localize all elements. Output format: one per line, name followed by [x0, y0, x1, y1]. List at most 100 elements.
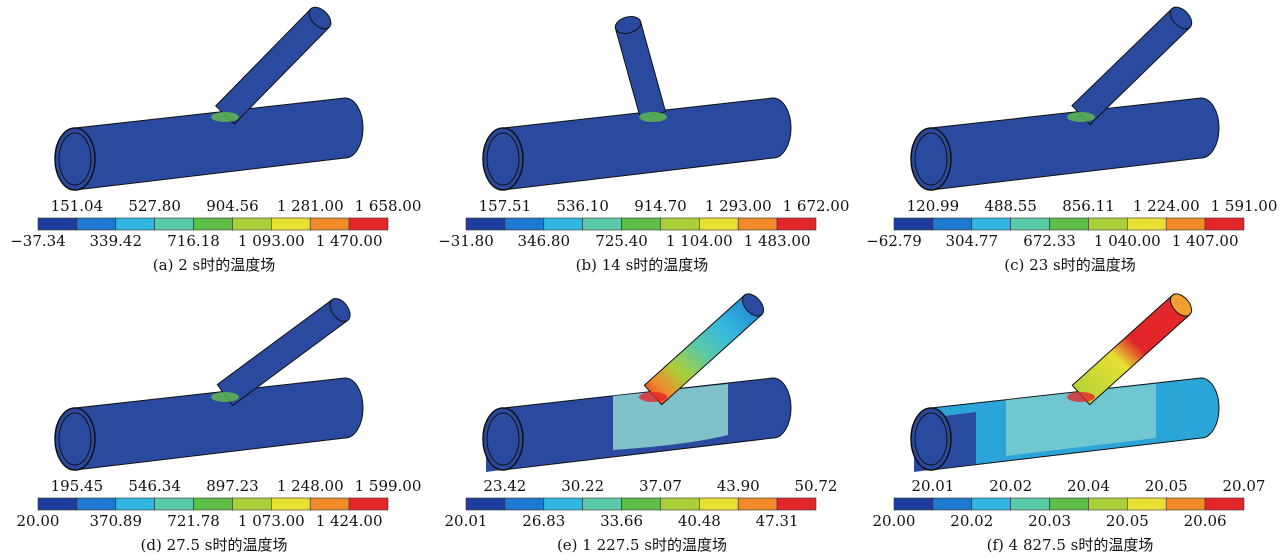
legend-bottom-label: 1 407.00 [1172, 232, 1239, 250]
legend-bottom-label: 20.05 [1106, 512, 1149, 530]
legend-top-label: 1 658.00 [355, 197, 422, 215]
colorbar-segment [155, 498, 194, 510]
legend-bottom-label: 1 104.00 [666, 232, 733, 250]
colorbar-segment [232, 498, 271, 510]
legend-top-label: 195.45 [51, 477, 104, 495]
colorbar-segment [544, 498, 583, 510]
weld [211, 392, 239, 402]
legend-bottom-label: 20.06 [1184, 512, 1227, 530]
legend-top-label: 20.05 [1145, 477, 1188, 495]
legend-bottom-label: 20.00 [873, 512, 916, 530]
legend-top-label: 488.55 [984, 197, 1036, 215]
pipe-end [483, 128, 523, 190]
legend-bottom-label: 721.78 [167, 512, 220, 530]
legend-top-label: 1 591.00 [1211, 197, 1278, 215]
colorbar-segment [622, 498, 661, 510]
caption: (f) 4 827.5 s时的温度场 [987, 536, 1154, 553]
legend-bottom-label: 1 073.00 [238, 512, 305, 530]
colorbar-segment [194, 498, 233, 510]
caption: (d) 27.5 s时的温度场 [141, 536, 288, 553]
colorbar-segment [194, 218, 233, 230]
colorbar-segment [466, 498, 505, 510]
legend-top-label: 30.22 [561, 477, 604, 495]
legend-top-label: 37.07 [639, 477, 682, 495]
colorbar-segment [116, 498, 155, 510]
main-pipe [55, 98, 363, 190]
legend-top-label: 20.01 [911, 477, 954, 495]
colorbar-segment [1088, 498, 1127, 510]
legend-top-label: 1 281.00 [277, 197, 344, 215]
colorbar-segment [1050, 498, 1089, 510]
colorbar-segment [544, 218, 583, 230]
legend-bottom-label: 346.80 [518, 232, 571, 250]
legend-bottom-label: 47.31 [756, 512, 799, 530]
colorbar-segment [622, 218, 661, 230]
colorbar-segment [505, 218, 544, 230]
legend-top-label: 904.56 [206, 197, 259, 215]
legend-top-label: 527.80 [128, 197, 181, 215]
legend-top-label: 1 599.00 [355, 477, 422, 495]
main-pipe [483, 98, 791, 190]
colorbar-segment [349, 218, 388, 230]
main-pipe [911, 98, 1219, 190]
legend-top-label: 856.11 [1062, 197, 1115, 215]
legend-top-label: 1 293.00 [705, 197, 772, 215]
colorbar-segment [1166, 498, 1205, 510]
legend-top-label: 43.90 [717, 477, 760, 495]
weld [639, 392, 667, 402]
legend-bottom-label: 1 470.00 [316, 232, 383, 250]
colorbar-segment [38, 498, 77, 510]
legend-top-label: 120.99 [907, 197, 960, 215]
colorbar-segment [1050, 218, 1089, 230]
pipe-end [911, 128, 951, 190]
legend-top-label: 157.51 [479, 197, 532, 215]
colorbar-segment [466, 218, 505, 230]
legend-bottom-label: 26.83 [522, 512, 565, 530]
colorbar-segment [271, 218, 310, 230]
legend-bottom-label: 20.02 [950, 512, 993, 530]
colorbar-segment [505, 498, 544, 510]
colorbar-segment [972, 218, 1011, 230]
pipe-end [55, 408, 95, 470]
colorbar-segment [777, 218, 816, 230]
legend-bottom-label: −62.79 [866, 232, 922, 250]
pipe-end [55, 128, 95, 190]
legend-top-label: 151.04 [51, 197, 104, 215]
colorbar-segment [1088, 218, 1127, 230]
colorbar-segment [738, 218, 777, 230]
colorbar-segment [933, 498, 972, 510]
legend-top-label: 1 248.00 [277, 477, 344, 495]
caption: (a) 2 s时的温度场 [153, 256, 275, 274]
colorbar-segment [972, 498, 1011, 510]
colorbar-segment [1011, 218, 1050, 230]
legend-bottom-label: 339.42 [90, 232, 143, 250]
colorbar-segment [1011, 498, 1050, 510]
colorbar-segment [933, 218, 972, 230]
legend-top-label: 1 672.00 [783, 197, 850, 215]
legend-top-label: 23.42 [483, 477, 526, 495]
colorbar-segment [232, 218, 271, 230]
colorbar-segment [77, 498, 116, 510]
legend-top-label: 20.04 [1067, 477, 1110, 495]
colorbar-segment [583, 218, 622, 230]
legend-bottom-label: 304.77 [946, 232, 999, 250]
main-pipe [55, 378, 363, 470]
legend-bottom-label: −31.80 [438, 232, 494, 250]
colorbar-segment [116, 218, 155, 230]
legend-top-label: 546.34 [128, 477, 181, 495]
colorbar-segment [310, 498, 349, 510]
pipe-end [483, 408, 523, 470]
legend-bottom-label: 370.89 [90, 512, 143, 530]
legend-bottom-label: 672.33 [1023, 232, 1076, 250]
colorbar-segment [894, 218, 933, 230]
legend-top-label: 1 224.00 [1133, 197, 1200, 215]
legend-top-label: 914.70 [634, 197, 687, 215]
colorbar-segment [271, 498, 310, 510]
legend-bottom-label: −37.34 [10, 232, 66, 250]
colorbar-segment [349, 498, 388, 510]
legend-bottom-label: 20.01 [445, 512, 488, 530]
colorbar-segment [1127, 498, 1166, 510]
